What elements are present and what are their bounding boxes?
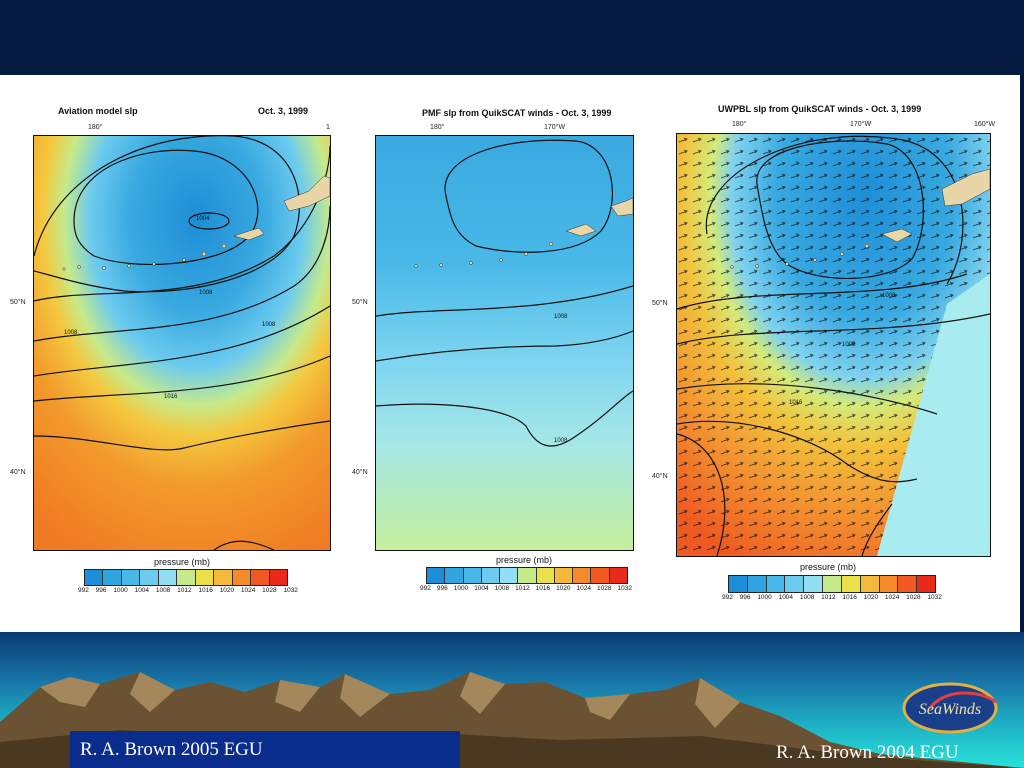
contour-label: 1008 [554,438,568,444]
colorbar-label: pressure (mb) [154,557,211,567]
lon-tick: 160°W [974,121,996,128]
lon-tick: 170°W [850,121,872,128]
colorbar-tick: 996 [739,594,751,601]
figure-area: Aviation model slp Oct. 3, 1999 180° 1 5… [0,75,1020,632]
lat-tick: 40°N [10,469,26,476]
panel-date: Oct. 3, 1999 [258,106,309,116]
title-band [0,0,1024,75]
colorbar-tick: 1024 [240,587,256,594]
panel-aviation: Aviation model slp Oct. 3, 1999 180° 1 5… [0,75,331,632]
contour-label: 1008 [199,290,213,296]
colorbar [426,567,628,584]
colorbar-tick: 1004 [474,585,489,592]
lon-tick: 170°W [544,124,566,131]
colorbar-tick: 992 [722,594,733,601]
contour-label: 1008 [842,342,856,348]
colorbar-ticks: 992 996 1000 1004 1008 1012 1016 1020 10… [722,594,942,601]
colorbar-tick: 1012 [515,585,530,592]
lat-tick: 50°N [352,299,368,306]
colorbar-tick: 1008 [799,594,815,601]
colorbar-tick: 1032 [617,585,632,592]
seawinds-logo: SeaWinds [900,678,1004,736]
colorbar-tick: 1000 [757,594,772,601]
lon-tick: 180° [732,121,747,128]
lon-tick: 180° [430,124,445,131]
colorbar [84,569,288,586]
pressure-map: 1008 1008 [375,135,634,551]
colorbar-tick: 1028 [906,594,921,601]
contour-label: 1016 [164,394,178,400]
colorbar-tick: 1016 [842,594,857,601]
colorbar-tick: 1032 [927,594,942,601]
colorbar-tick: 1008 [155,587,171,594]
colorbar-tick: 1032 [283,587,298,594]
panel-title: PMF slp from QuikSCAT winds - Oct. 3, 19… [422,108,612,118]
colorbar-tick: 1012 [821,594,836,601]
colorbar-tick: 1000 [453,585,469,592]
colorbar-tick: 1012 [177,587,192,594]
lat-tick: 50°N [10,299,26,306]
colorbar-tick: 992 [78,587,89,594]
contour-label: 1016 [789,400,803,406]
lon-tick: 1 [326,124,330,131]
colorbar-tick: 1016 [198,587,213,594]
colorbar-tick: 1004 [134,587,150,594]
colorbar-tick: 1020 [219,587,235,594]
colorbar-tick: 996 [95,587,107,594]
colorbar-tick: 1020 [863,594,879,601]
lat-tick: 40°N [352,469,368,476]
colorbar-tick: 1000 [113,587,128,594]
contour-label: 1008 [262,322,276,328]
colorbar-ticks: 992 996 1000 1004 1008 1012 1016 1020 10… [420,585,632,592]
colorbar-ticks: 992 996 1000 1004 1008 1012 1016 1020 10… [78,587,298,594]
pressure-field: 1004 1008 1008 1008 1016 [34,136,330,550]
panel-title: UWPBL slp from QuikSCAT winds - Oct. 3, … [718,104,922,114]
colorbar-tick: 1024 [884,594,900,601]
credit-left: R. A. Brown 2005 EGU [70,731,460,768]
logo-text: SeaWinds [919,701,981,718]
colorbar-tick: 1016 [535,585,551,592]
panel-uwpbl: UWPBL slp from QuikSCAT winds - Oct. 3, … [632,75,1020,632]
colorbar-tick: 1028 [262,587,277,594]
contour-label: 1008 [882,293,896,299]
colorbar-tick: 1004 [778,594,794,601]
colorbar-tick: 1020 [556,585,571,592]
panel-title: Aviation model slp [58,106,138,116]
colorbar-label: pressure (mb) [800,562,857,572]
pressure-field: 1008 1008 1016 [677,134,990,556]
colorbar-tick: 1008 [494,585,510,592]
contour-label: 1004 [196,216,210,222]
credit-right: R. A. Brown 2004 EGU [776,742,959,763]
colorbar-tick: 1028 [597,585,612,592]
colorbar-label: pressure (mb) [496,555,553,565]
pressure-field: 1008 1008 [376,136,633,550]
colorbar-tick: 996 [436,585,448,592]
contour-label: 1008 [554,314,568,320]
lat-tick: 50°N [652,300,668,307]
lat-tick: 40°N [652,473,668,480]
pressure-map: 1004 1008 1008 1008 1016 [33,135,331,551]
colorbar-tick: 1024 [576,585,591,592]
lon-tick: 180° [88,124,103,131]
colorbar-tick: 992 [420,585,431,592]
pressure-map: 1008 1008 1016 [676,133,991,557]
panel-pmf: PMF slp from QuikSCAT winds - Oct. 3, 19… [330,75,634,632]
contour-label: 1008 [64,330,78,336]
colorbar [728,575,936,593]
